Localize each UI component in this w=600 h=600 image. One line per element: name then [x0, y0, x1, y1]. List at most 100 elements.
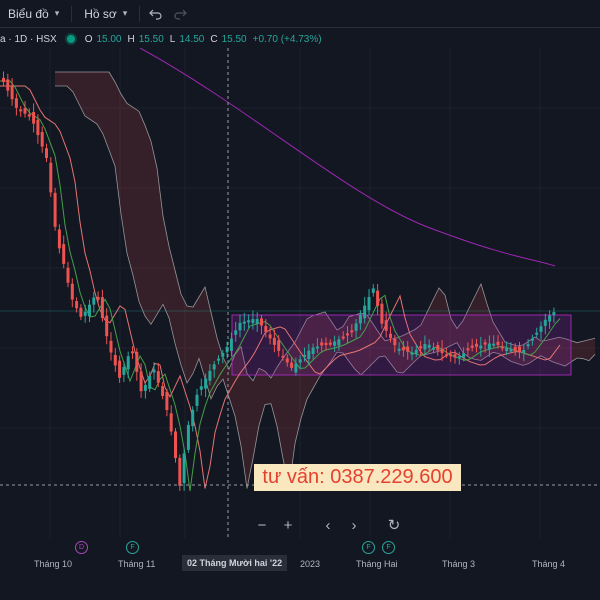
price-chart[interactable] — [0, 48, 600, 538]
candle-body — [208, 370, 212, 381]
earnings-marker[interactable]: F — [382, 541, 395, 554]
candle-body — [255, 319, 259, 324]
candle-body — [260, 318, 263, 326]
high-label: H — [127, 33, 135, 45]
candle-body — [518, 346, 521, 353]
candle-body — [143, 384, 147, 391]
earnings-marker[interactable]: F — [126, 541, 139, 554]
candle-body — [264, 326, 268, 332]
candle-body — [251, 319, 255, 324]
chart-menu-button[interactable]: Biểu đồ ▾ — [0, 0, 67, 27]
candle-body — [496, 341, 500, 346]
candle-body — [178, 457, 182, 486]
candle-body — [174, 431, 177, 458]
candle-body — [88, 304, 91, 317]
candle-body — [217, 358, 220, 361]
chevron-left-icon: ‹ — [325, 516, 331, 534]
candle-body — [449, 354, 453, 357]
candle-body — [324, 342, 328, 345]
candle-body — [49, 162, 53, 193]
candle-body — [337, 339, 341, 346]
candle-body — [66, 267, 70, 283]
candle-body — [513, 346, 517, 351]
candle-body — [6, 79, 10, 91]
candle-body — [367, 297, 371, 311]
candle-body — [247, 320, 251, 323]
candle-body — [358, 314, 362, 324]
symbol-label[interactable]: a · 1D · HSX — [0, 33, 57, 45]
candle-body — [225, 346, 229, 353]
redo-button[interactable] — [168, 0, 192, 27]
candle-body — [221, 352, 225, 357]
candle-body — [397, 348, 401, 351]
candle-body — [131, 351, 134, 354]
candle-body — [346, 333, 349, 336]
scroll-left-button[interactable]: ‹ — [316, 514, 340, 536]
candle-body — [281, 355, 285, 358]
time-axis-label: Tháng 11 — [118, 559, 156, 569]
reset-icon: ↻ — [387, 517, 401, 534]
candle-body — [285, 358, 289, 363]
toolbar-divider — [71, 5, 73, 22]
candle-body — [341, 336, 345, 339]
candle-body — [10, 86, 14, 100]
candle-body — [92, 297, 96, 305]
candle-body — [118, 360, 122, 378]
candle-body — [389, 333, 392, 338]
candle-body — [23, 108, 27, 114]
profile-menu-label: Hồ sơ — [84, 6, 117, 21]
crosshair-time-label: 02 Tháng Mười hai '22 — [182, 555, 288, 571]
candle-body — [492, 343, 496, 346]
candle-body — [62, 244, 66, 264]
time-axis[interactable]: Tháng 10 Tháng 11 02 Tháng Mười hai '22 … — [0, 552, 600, 576]
chart-nav-bar: − + ‹ › ↻ — [250, 514, 406, 536]
time-axis-label: Tháng Hai — [356, 559, 398, 569]
candle-body — [384, 320, 388, 331]
zoom-in-button[interactable]: + — [276, 514, 300, 536]
candle-body — [298, 359, 302, 363]
candle-body — [457, 356, 461, 359]
time-axis-label: Tháng 3 — [442, 559, 476, 569]
candle-body — [139, 371, 143, 392]
candle-body — [45, 148, 48, 158]
top-toolbar: Biểu đồ ▾ Hồ sơ ▾ — [0, 0, 600, 28]
market-status-icon — [66, 35, 75, 43]
time-axis-label: Tháng 4 — [532, 559, 566, 569]
reset-chart-button[interactable]: ↻ — [382, 514, 406, 536]
candle-body — [522, 349, 526, 353]
candle-body — [444, 354, 448, 357]
redo-icon — [174, 9, 188, 20]
candle-body — [53, 192, 57, 227]
range-box[interactable] — [231, 314, 572, 376]
candlestick-series — [2, 71, 556, 491]
candle-body — [505, 348, 509, 352]
candle-body — [195, 394, 199, 406]
plus-icon: + — [283, 516, 293, 534]
dividend-marker[interactable]: D — [75, 541, 88, 554]
earnings-marker[interactable]: F — [362, 541, 375, 554]
ohlc-legend: a · 1D · HSX O 15.00 H 15.50 L 14.50 C 15.50… — [0, 31, 324, 47]
candle-body — [182, 453, 186, 484]
candle-body — [470, 345, 474, 348]
nav-spacer — [302, 514, 314, 536]
candle-body — [70, 283, 74, 300]
candle-body — [204, 378, 208, 389]
toolbar-divider — [139, 5, 141, 22]
candle-body — [14, 98, 18, 108]
candle-body — [509, 349, 513, 352]
candle-body — [290, 362, 294, 368]
candle-body — [229, 338, 233, 351]
candle-body — [354, 323, 358, 331]
ichimoku-cloud — [55, 71, 596, 489]
profile-menu-button[interactable]: Hồ sơ ▾ — [76, 0, 135, 27]
undo-button[interactable] — [144, 0, 168, 27]
candle-body — [315, 346, 319, 349]
candle-body — [552, 312, 556, 316]
chart-grid — [0, 48, 600, 538]
candle-body — [79, 307, 83, 317]
candle-body — [363, 305, 367, 319]
candle-body — [483, 342, 487, 345]
candle-body — [126, 356, 130, 370]
scroll-right-button[interactable]: › — [342, 514, 366, 536]
zoom-out-button[interactable]: − — [250, 514, 274, 536]
